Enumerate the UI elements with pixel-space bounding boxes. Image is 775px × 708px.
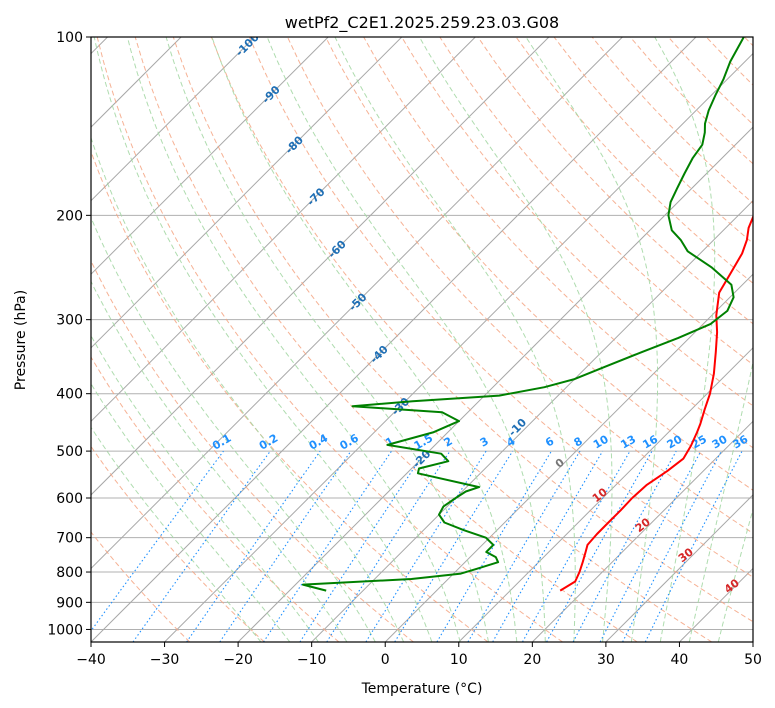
x-tick-label: 20 bbox=[523, 652, 541, 668]
x-tick-label: −20 bbox=[223, 652, 253, 668]
mixing-ratio-line bbox=[546, 450, 653, 642]
isotherm-line bbox=[91, 37, 623, 570]
x-tick-label: 50 bbox=[744, 652, 762, 668]
moist-adiabat-line bbox=[211, 37, 518, 642]
moist-adiabat-line bbox=[93, 37, 433, 642]
dry-adiabat-line bbox=[515, 37, 753, 284]
x-tick-label: −40 bbox=[76, 652, 106, 668]
mixing-ratio-line bbox=[91, 450, 224, 632]
isotherm-line bbox=[605, 494, 753, 642]
y-tick-label: 300 bbox=[56, 313, 83, 329]
y-tick-label: 400 bbox=[56, 387, 83, 403]
moist-adiabat-line bbox=[91, 334, 319, 642]
mixing-ratio-line bbox=[186, 450, 321, 642]
dry-adiabat-line bbox=[91, 356, 340, 642]
x-tick-label: 30 bbox=[597, 652, 615, 668]
dry-adiabat-line bbox=[96, 37, 563, 642]
isotherm-line bbox=[384, 273, 753, 642]
dry-adiabat-line bbox=[91, 259, 414, 642]
y-tick-label: 1000 bbox=[47, 622, 83, 638]
dry-adiabat-line bbox=[172, 37, 713, 642]
x-tick-label: 10 bbox=[450, 652, 468, 668]
dry-adiabat-line bbox=[134, 37, 638, 642]
isotherm-line bbox=[458, 347, 753, 642]
profile-lines bbox=[301, 37, 753, 592]
dry-adiabat-line bbox=[248, 37, 753, 578]
dry-adiabat-line bbox=[210, 37, 753, 623]
x-axis-label: Temperature (°C) bbox=[361, 681, 483, 697]
mixing-ratio-line bbox=[132, 450, 271, 642]
chart-title: wetPf2_C2E1.2025.259.23.03.G08 bbox=[285, 13, 559, 33]
moist-adiabat-line bbox=[91, 426, 262, 642]
moist-adiabat-line bbox=[266, 37, 546, 642]
moist-adiabat-line bbox=[165, 37, 489, 642]
isotherm-line bbox=[91, 37, 256, 202]
isotherm-line bbox=[91, 37, 329, 275]
dry-adiabat-line bbox=[91, 150, 489, 642]
y-tick-label: 800 bbox=[56, 565, 83, 581]
mixing-ratio-line bbox=[644, 450, 743, 642]
temperature-profile-line bbox=[559, 214, 753, 592]
x-tick-label: 40 bbox=[671, 652, 689, 668]
dry-adiabat-line bbox=[439, 37, 753, 366]
mixing-ratio-line bbox=[299, 450, 426, 642]
x-tick-label: −10 bbox=[297, 652, 327, 668]
mixing-ratio-line bbox=[326, 450, 451, 642]
plot-frame bbox=[90, 36, 754, 643]
y-tick-label: 700 bbox=[56, 531, 83, 547]
x-tick-label: 0 bbox=[381, 652, 390, 668]
dry-adiabat-line bbox=[91, 531, 191, 642]
isotherm-line bbox=[91, 37, 476, 423]
moist-adiabat-line bbox=[688, 360, 753, 642]
isotherm-line bbox=[91, 37, 403, 349]
moist-adiabat-line bbox=[126, 37, 461, 642]
moist-adiabat-line bbox=[654, 37, 716, 642]
isotherm-line bbox=[91, 37, 697, 642]
dry-adiabat-line bbox=[325, 37, 753, 491]
isotherm-line bbox=[164, 52, 753, 642]
moist-adiabat-line bbox=[91, 216, 376, 642]
moist-adiabat-line bbox=[334, 37, 576, 642]
moist-adiabat-line bbox=[717, 507, 753, 642]
mixing-ratio-line bbox=[219, 450, 352, 642]
background-lines bbox=[91, 37, 753, 642]
y-tick-label: 500 bbox=[56, 444, 83, 460]
moist-adiabat-line bbox=[525, 37, 659, 642]
y-tick-label: 600 bbox=[56, 491, 83, 507]
mixing-ratio-line bbox=[263, 450, 392, 642]
dry-adiabat-line bbox=[401, 37, 753, 407]
y-tick-label: 100 bbox=[56, 30, 83, 46]
moist-adiabat-line bbox=[91, 280, 348, 642]
moist-adiabat-line bbox=[418, 37, 613, 642]
x-tick-label: −30 bbox=[150, 652, 180, 668]
mixing-ratio-line bbox=[394, 450, 514, 642]
dewpoint-profile-line bbox=[301, 37, 745, 592]
isotherm-line bbox=[237, 126, 753, 642]
mixing-ratio-line bbox=[572, 450, 677, 642]
mixing-ratio-line bbox=[522, 450, 631, 642]
isotherm-line bbox=[531, 420, 753, 642]
isotherm-line bbox=[91, 37, 550, 496]
y-tick-label: 200 bbox=[56, 208, 83, 224]
y-axis-label: Pressure (hPa) bbox=[13, 290, 29, 390]
y-tick-label: 900 bbox=[56, 595, 83, 611]
dry-adiabat-line bbox=[91, 445, 265, 642]
moist-adiabat-line bbox=[91, 136, 405, 642]
moist-adiabat-line bbox=[91, 382, 291, 642]
